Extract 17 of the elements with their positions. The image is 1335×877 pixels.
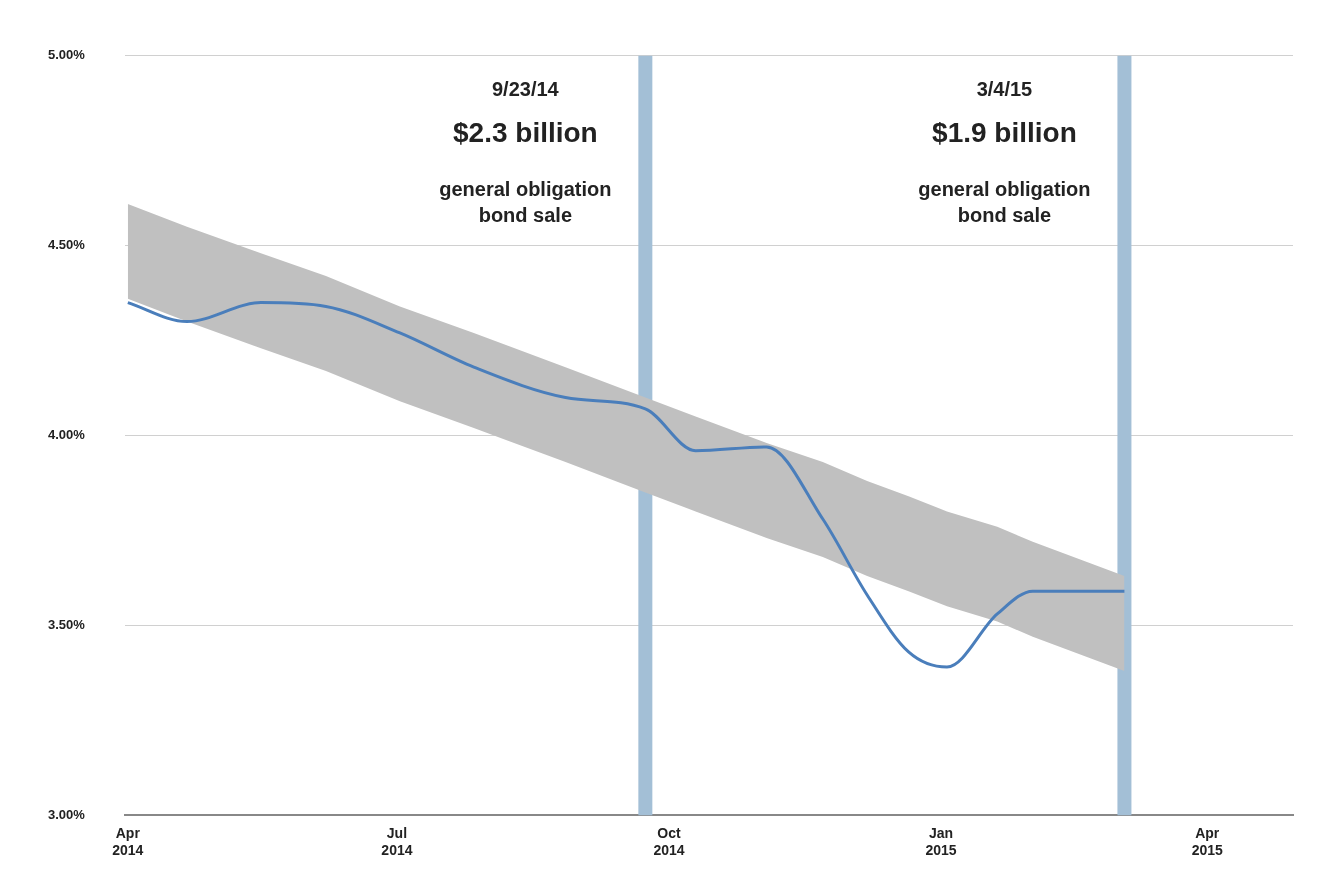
annotation: $2.3 billion (453, 116, 598, 148)
annotation: general obligation bond sale (918, 178, 1091, 227)
y-tick-label: 5.00% (47, 47, 86, 63)
annotation: 3/4/15 (976, 78, 1033, 101)
annotation: $1.9 billion (932, 116, 1077, 148)
y-tick-label: 3.50% (47, 616, 86, 632)
x-tick-label: Jul 2014 (381, 825, 413, 859)
x-tick-label: Jan 2015 (925, 825, 957, 859)
x-tick-label: Apr 2015 (1191, 825, 1224, 859)
annotation: general obligation bond sale (439, 178, 612, 227)
annotation: 9/23/14 (491, 78, 560, 101)
x-tick-label: Oct 2014 (653, 825, 685, 859)
y-tick-label: 3.00% (47, 806, 86, 822)
y-tick-label: 4.50% (47, 237, 86, 253)
line-series (126, 301, 1126, 669)
y-tick-label: 4.00% (47, 427, 86, 443)
x-tick-label: Apr 2014 (112, 825, 144, 859)
